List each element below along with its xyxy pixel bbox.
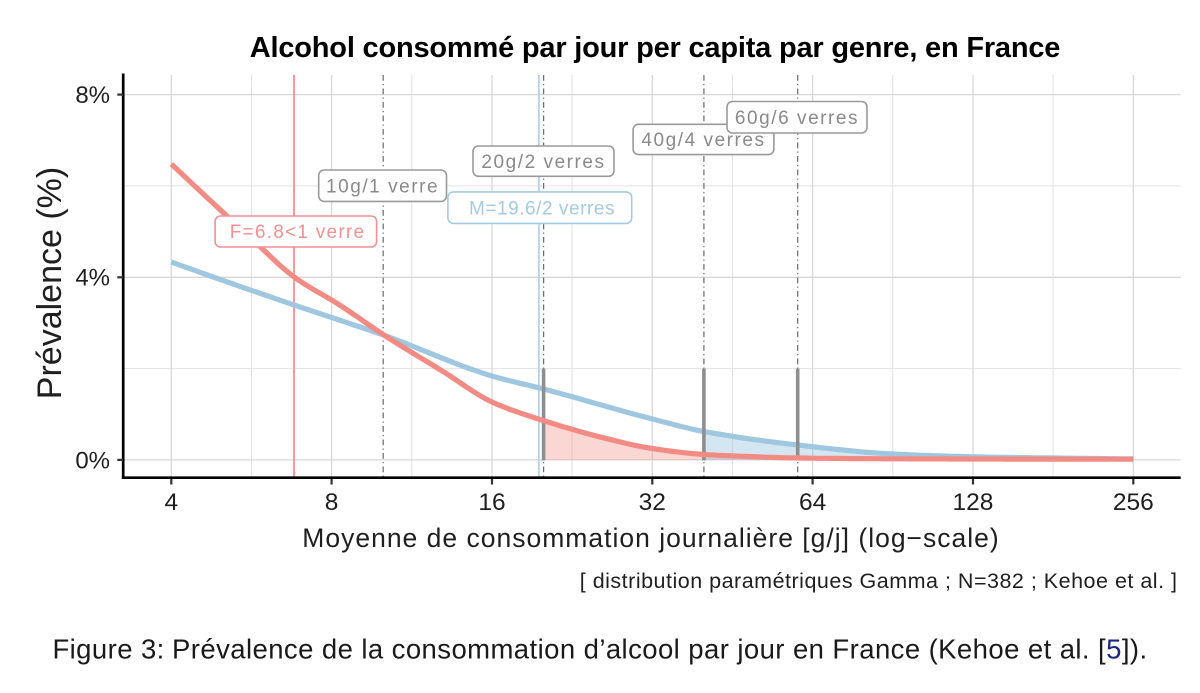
svg-text:4%: 4% [75,265,110,292]
svg-text:64: 64 [799,489,826,516]
svg-text:40g/4 verres: 40g/4 verres [641,130,765,151]
svg-text:10g/1 verre: 10g/1 verre [326,176,439,197]
svg-text:8: 8 [325,489,339,516]
svg-text:Moyenne de consommation journa: Moyenne de consommation journalière [g/j… [302,523,999,553]
svg-text:0%: 0% [75,447,110,474]
svg-text:[ distribution paramétriques G: [ distribution paramétriques Gamma ; N=3… [580,569,1178,593]
svg-text:F=6.8<1 verre: F=6.8<1 verre [230,222,366,243]
svg-text:32: 32 [639,489,666,516]
svg-text:Prévalence (%): Prévalence (%) [31,167,69,399]
svg-text:8%: 8% [75,82,110,109]
svg-text:16: 16 [478,489,505,516]
svg-text:20g/2 verres: 20g/2 verres [481,152,605,173]
svg-text:4: 4 [164,489,178,516]
svg-text:Alcohol consommé par jour per: Alcohol consommé par jour per capita par… [250,32,1061,64]
svg-text:60g/6 verres: 60g/6 verres [735,108,859,129]
svg-text:128: 128 [953,489,994,516]
svg-text:256: 256 [1113,489,1154,516]
svg-text:M=19.6/2 verres: M=19.6/2 verres [469,198,615,219]
svg-text:Figure 3: Prévalence de la con: Figure 3: Prévalence de la consommation … [52,634,1147,665]
